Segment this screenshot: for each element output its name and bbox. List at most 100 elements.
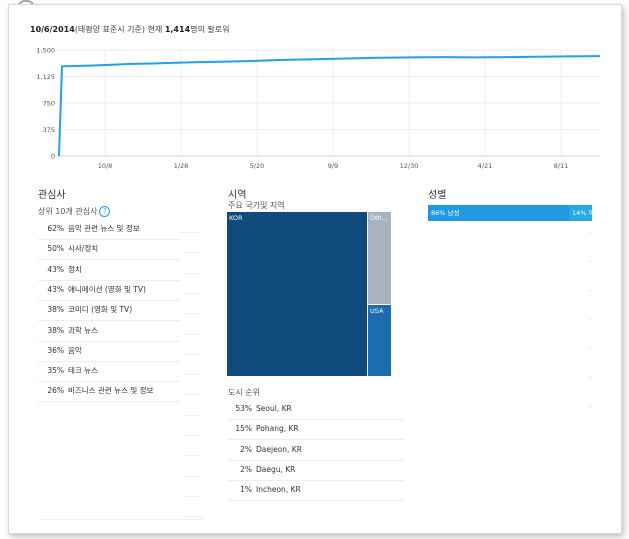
city-row: 1% Incheon, KR [228,480,404,502]
x-tick-label: 9/9 [328,162,338,170]
divider-line [182,313,202,315]
gender-segment: 14% 여 [569,205,592,221]
divider-line [182,232,202,233]
divider-line [38,519,203,520]
country-tile-label: USA [370,307,384,315]
interest-label: 시사/정치 [68,244,99,254]
interest-label: 과학 뉴스 [68,325,98,335]
divider-line [588,406,592,407]
interest-row: 26% 비즈니스 관련 뉴스 및 정보 [38,381,180,403]
city-row: 15% Pohang, KR [228,419,404,441]
divider-line [182,252,202,254]
interest-pct: 38% [47,305,64,315]
city-label: Daejeon, KR [256,444,302,454]
summary-suffix: 명의 팔로워 [190,25,230,34]
y-tick-label: 0 [51,153,55,161]
country-tile[interactable]: Oth... [368,212,392,305]
interest-label: 테크 뉴스 [68,366,98,376]
city-pct: 53% [235,404,252,413]
gender-bar: 86% 남성 14% 여 [428,205,592,221]
city-row: 2% Daegu, KR [228,460,404,481]
y-tick-label: 750 [43,100,55,108]
gender-segment-label: 86% 남성 [431,209,460,217]
interest-row: 35% 테크 뉴스 [38,361,180,383]
x-tick-label: 5/20 [250,162,265,170]
gender-segment: 86% 남성 [428,205,570,221]
interest-row: 50% 시사/정치 [38,239,180,261]
interest-pct: 43% [47,264,64,274]
city-pct: 1% [240,485,252,495]
divider-line [182,292,202,294]
series-line [58,55,600,157]
interest-pct: 36% [47,345,64,355]
city-row: 2% Daejeon, KR [228,440,404,461]
interest-label: 비즈니스 관련 뉴스 및 정보 [68,386,154,396]
follower-line-chart: 1,500 1,125 750 375 0 10/8 1/28 5/20 9/9 12/30 4/2… [30,44,600,174]
country-tile-label: Oth... [370,214,388,222]
interests-title: 관심사 [38,190,66,201]
interest-row: 43% 애니메이션 (영화 및 TV) [38,280,180,301]
summary-date: 10/6/2014 [30,25,75,34]
divider-line [182,516,202,518]
location-subtitle: 주요 국가및 지역 [228,201,285,210]
x-tick-label: 12/30 [400,162,419,170]
interest-pct: 26% [47,386,64,396]
gender-title: 성별 [428,190,447,201]
country-tile-label: KOR [229,214,243,222]
divider-line [588,319,592,320]
divider-line [182,414,202,416]
city-rank-title: 도시 순위 [228,388,260,397]
city-row: 53% Seoul, KR [228,399,404,420]
divider-line [182,272,202,274]
interest-label: 애니메이션 (영화 및 TV) [68,284,146,294]
city-label: Pohang, KR [256,424,299,434]
divider-line [182,455,202,457]
interest-label: 정치 [68,264,82,274]
gender-segment-label: 14% 여 [572,209,592,217]
interest-pct: 50% [47,244,64,254]
interest-row: 43% 정치 [38,260,180,281]
chart-svg: 1,500 1,125 750 375 0 10/8 1/28 5/20 9/9 12/30 4/2… [36,47,600,170]
divider-line [182,353,202,355]
interest-pct: 35% [47,366,64,376]
x-tick-label: 10/8 [98,162,113,170]
y-tick-label: 1,125 [36,73,55,81]
screenshot-frame [8,4,622,534]
city-label: Daegu, KR [256,464,296,474]
interest-pct: 62% [47,224,64,233]
interest-row: 38% 과학 뉴스 [38,321,180,342]
city-pct: 15% [235,424,252,434]
city-label: Incheon, KR [256,485,301,495]
x-tick-label: 8/11 [554,162,569,170]
y-tick-label: 375 [43,126,55,134]
location-title: 시역 [228,190,247,201]
divider-line [182,475,202,477]
interest-row: 36% 음악 [38,341,180,362]
divider-line [588,261,592,262]
interest-row: 38% 코미디 (영화 및 TV) [38,300,180,322]
y-tick-label: 1,500 [36,47,55,55]
divider-line [182,435,202,436]
divider-line [588,377,592,378]
country-tile[interactable]: KOR [227,212,368,377]
interest-pct: 38% [47,325,64,335]
x-tick-label: 4/21 [478,162,493,170]
x-tick-label: 1/28 [174,162,189,170]
interest-label: 음악 [68,345,82,355]
interest-pct: 43% [47,284,64,294]
country-tile[interactable]: USA [368,305,392,377]
interests-subtitle: 상위 10개 관심사? [38,206,111,217]
interest-label: 코미디 (영화 및 TV) [68,305,133,315]
divider-line [588,232,592,233]
divider-line [182,333,202,335]
interest-row: 62% 음악 관련 뉴스 및 정보 [38,219,180,240]
divider-line [588,348,592,349]
help-icon[interactable]: ? [99,206,111,217]
divider-line [588,290,592,291]
interest-label: 음악 관련 뉴스 및 정보 [68,224,140,233]
city-pct: 2% [240,464,252,474]
divider-line [182,394,202,396]
divider-line [182,495,202,497]
divider-line [182,374,202,376]
interests-subtitle-text: 상위 10개 관심사 [38,207,98,216]
